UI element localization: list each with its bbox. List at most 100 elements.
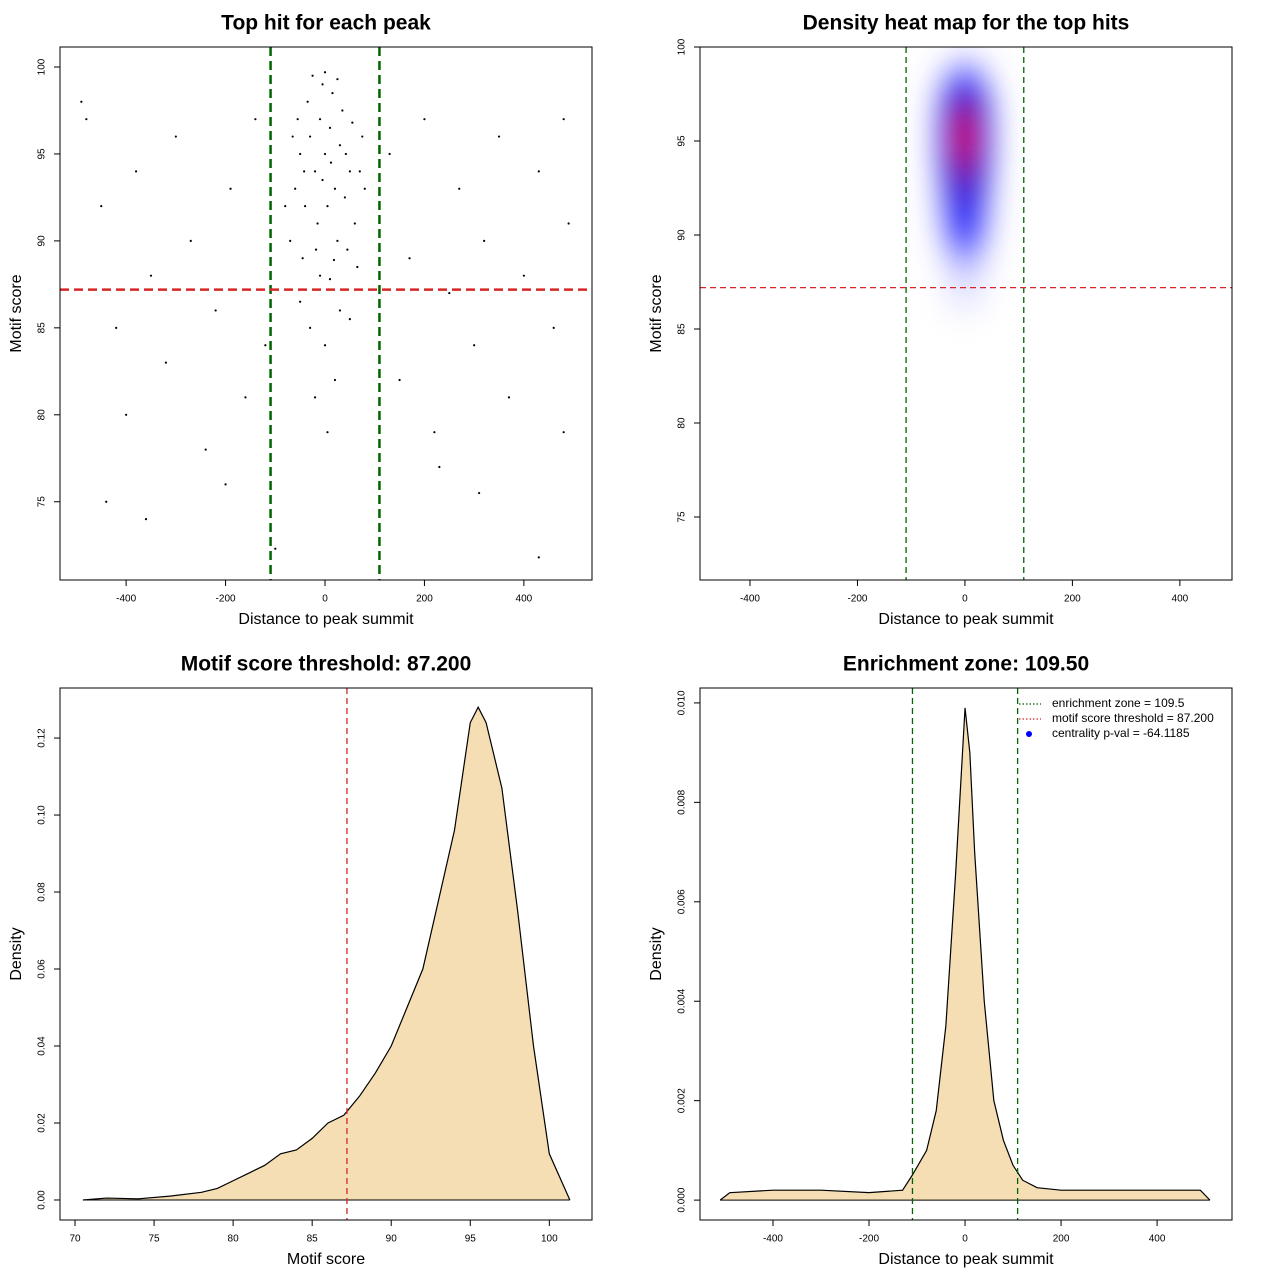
x-axis-label: Distance to peak summit	[238, 611, 414, 628]
y-tick-label: 0.004	[677, 988, 688, 1013]
point	[537, 556, 540, 559]
y-tick-label: 100	[37, 58, 48, 75]
y-tick-label: 0.002	[677, 1088, 688, 1113]
heat-cell	[938, 169, 949, 189]
heat-cell	[938, 188, 949, 207]
density-area	[720, 707, 1210, 1201]
heat-cell	[938, 150, 949, 170]
heat-cell	[927, 131, 939, 151]
heat-cell	[948, 56, 960, 76]
point	[346, 248, 349, 251]
heat-cell	[927, 300, 939, 320]
point	[289, 239, 292, 242]
heat-cell	[991, 244, 1003, 264]
heat-cell	[959, 75, 971, 95]
point	[361, 135, 364, 138]
point	[329, 161, 333, 164]
chart-title: Enrichment zone: 109.50	[843, 653, 1089, 676]
y-tick-label: 95	[677, 135, 688, 147]
y-axis-label: Motif score	[648, 274, 665, 352]
point	[204, 448, 207, 451]
y-tick-label: 75	[37, 496, 48, 508]
heat-cell	[991, 131, 1003, 151]
heat-cell	[970, 225, 982, 245]
legend-label: enrichment zone = 109.5	[1052, 696, 1185, 710]
point	[326, 431, 329, 434]
x-tick-label: -400	[763, 1234, 783, 1245]
plot-area	[719, 688, 1211, 1220]
heat-cell	[959, 263, 971, 283]
point	[164, 361, 168, 364]
point	[326, 205, 329, 208]
heat-cell	[959, 169, 971, 189]
heat-cell	[938, 94, 949, 113]
y-tick-label: 0.006	[677, 889, 688, 914]
point	[299, 152, 302, 156]
density-line	[82, 705, 571, 1201]
heat-cell	[991, 94, 1003, 113]
heat-cell	[991, 206, 1003, 226]
point	[174, 135, 177, 138]
x-tick-label: 75	[149, 1234, 161, 1245]
point	[264, 344, 267, 347]
y-tick-label: 0.10	[37, 805, 48, 825]
point	[100, 205, 103, 208]
heat-cell	[981, 263, 992, 283]
plot-frame	[59, 687, 593, 1221]
heat-cell	[991, 169, 1003, 189]
plot-area	[700, 47, 1232, 580]
x-axis-label: Distance to peak summit	[878, 1251, 1054, 1268]
point	[318, 274, 322, 277]
point	[314, 248, 318, 251]
y-tick-label: 0.00	[37, 1190, 48, 1210]
point	[336, 78, 339, 81]
x-tick-label: -400	[740, 594, 760, 605]
heat-cell	[927, 112, 939, 132]
point	[522, 274, 525, 277]
point	[306, 100, 309, 103]
heat-cell	[959, 150, 971, 170]
legend-marker	[1026, 731, 1032, 737]
point	[224, 483, 227, 486]
heat-cell	[981, 300, 992, 320]
heat-cell	[938, 131, 949, 151]
heat-cell	[981, 225, 992, 245]
heat-cell	[948, 75, 960, 95]
point	[473, 344, 476, 347]
heat-cell	[927, 206, 939, 226]
heat-cell	[948, 169, 960, 189]
point	[341, 109, 344, 112]
point	[328, 278, 332, 281]
x-tick-label: 400	[516, 594, 533, 605]
density-area	[82, 707, 570, 1200]
y-tick-label: 90	[677, 229, 688, 241]
x-tick-label: -200	[216, 594, 236, 605]
point	[313, 170, 317, 173]
x-tick-label: 0	[322, 594, 328, 605]
heat-cell	[959, 56, 971, 76]
y-axis-label: Motif score	[8, 274, 25, 352]
point	[303, 170, 306, 173]
x-tick-label: 0	[962, 594, 968, 605]
point	[308, 326, 312, 329]
heat-cell	[948, 188, 960, 207]
heat-cell	[927, 188, 939, 207]
heat-cell	[938, 244, 949, 264]
heat-cell	[991, 188, 1003, 207]
heat-cell	[959, 244, 971, 264]
heat-cell	[927, 150, 939, 170]
heat-cell	[991, 300, 1003, 320]
heat-cell	[981, 75, 992, 95]
heat-cell	[981, 282, 992, 301]
point	[338, 144, 342, 147]
x-axis-label: Distance to peak summit	[878, 611, 1054, 628]
point	[229, 187, 232, 190]
point	[507, 396, 511, 399]
heat-cell	[970, 300, 982, 320]
y-tick-label: 95	[37, 148, 48, 160]
heat-cell	[948, 112, 960, 132]
point	[85, 118, 88, 121]
y-tick-label: 100	[677, 38, 688, 55]
heat-cell	[959, 300, 971, 320]
